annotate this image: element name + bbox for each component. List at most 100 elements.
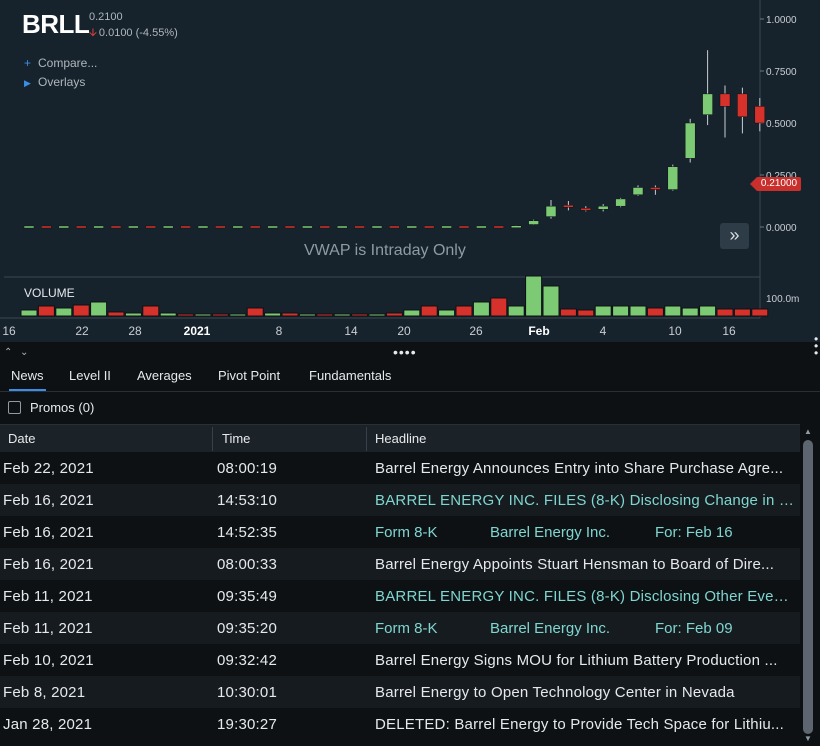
tab-news[interactable]: News bbox=[9, 368, 46, 391]
news-row[interactable]: Feb 22, 2021 08:00:19 Barrel Energy Anno… bbox=[0, 452, 800, 484]
volume-bar bbox=[55, 307, 73, 317]
chevron-up-icon[interactable]: ⌃ bbox=[4, 347, 13, 358]
candle-body bbox=[684, 122, 696, 159]
scroll-to-latest-button[interactable]: » bbox=[720, 223, 749, 249]
news-headline[interactable]: Barrel Energy to Open Technology Center … bbox=[375, 684, 735, 701]
vertical-dots-icon[interactable]: • • • bbox=[814, 332, 819, 360]
date-tick-label: 26 bbox=[469, 324, 483, 338]
volume-bar bbox=[542, 285, 560, 317]
down-arrow-icon: 🡫 bbox=[89, 27, 97, 39]
volume-bar bbox=[385, 312, 403, 317]
price-chart[interactable]: 1.0000 0.7500 0.5000 0.2500 0.0000 100.0m 16 22… bbox=[0, 0, 820, 342]
news-date: Jan 28, 2021 bbox=[3, 716, 93, 733]
scroll-down-arrow-icon[interactable]: ▼ bbox=[804, 734, 812, 743]
news-row[interactable]: Feb 11, 2021 09:35:20 Form 8-K Barrel En… bbox=[0, 612, 800, 644]
filing-date-link[interactable]: For: Feb 09 bbox=[655, 620, 733, 637]
filing-date-link[interactable]: For: Feb 16 bbox=[655, 524, 733, 541]
news-row[interactable]: Feb 16, 2021 14:53:10 BARREL ENERGY INC.… bbox=[0, 484, 800, 516]
volume-bar bbox=[281, 312, 299, 317]
candle-body bbox=[389, 225, 400, 229]
volume-bar bbox=[420, 305, 438, 317]
candle-body bbox=[597, 205, 609, 210]
scroll-up-arrow-icon[interactable]: ▲ bbox=[804, 427, 812, 436]
column-divider[interactable] bbox=[366, 427, 367, 451]
last-price: 0.2100 bbox=[89, 11, 123, 23]
news-row[interactable]: Jan 28, 2021 19:30:27 DELETED: Barrel En… bbox=[0, 708, 800, 740]
news-row[interactable]: Feb 16, 2021 08:00:33 Barrel Energy Appo… bbox=[0, 548, 800, 580]
news-date: Feb 22, 2021 bbox=[3, 460, 94, 477]
promos-checkbox[interactable] bbox=[8, 401, 21, 414]
candle-body bbox=[667, 166, 679, 190]
tab-averages[interactable]: Averages bbox=[137, 368, 192, 383]
tab-fundamentals[interactable]: Fundamentals bbox=[309, 368, 392, 383]
candle-body bbox=[319, 225, 331, 229]
resize-grip-icon[interactable]: •••• bbox=[393, 344, 417, 360]
chevron-down-icon[interactable]: ⌄ bbox=[20, 347, 29, 358]
volume-bar bbox=[37, 305, 55, 317]
date-tick-label: 8 bbox=[276, 324, 283, 338]
scrollbar-thumb[interactable] bbox=[803, 440, 813, 734]
news-headline[interactable]: Barrel Energy Announces Entry into Share… bbox=[375, 460, 784, 477]
volume-bar bbox=[699, 305, 717, 317]
news-row[interactable]: Feb 8, 2021 10:30:01 Barrel Energy to Op… bbox=[0, 676, 800, 708]
candle-body bbox=[406, 225, 418, 229]
column-header-headline[interactable]: Headline bbox=[375, 431, 427, 446]
candle-body bbox=[215, 225, 226, 229]
candle-body bbox=[180, 225, 191, 229]
volume-bar bbox=[316, 313, 334, 317]
news-row[interactable]: Feb 10, 2021 09:32:42 Barrel Energy Sign… bbox=[0, 644, 800, 676]
filing-company-link[interactable]: Barrel Energy Inc. bbox=[490, 524, 611, 541]
date-tick-label: 20 bbox=[397, 324, 411, 338]
news-headline-link[interactable]: BARREL ENERGY INC. FILES (8-K) Disclosin… bbox=[375, 588, 795, 605]
chart-panel[interactable]: 1.0000 0.7500 0.5000 0.2500 0.0000 100.0m 16 22… bbox=[0, 0, 820, 342]
news-date: Feb 16, 2021 bbox=[3, 492, 94, 509]
news-date: Feb 10, 2021 bbox=[3, 652, 94, 669]
filing-company-link[interactable]: Barrel Energy Inc. bbox=[490, 620, 611, 637]
column-header-time[interactable]: Time bbox=[222, 431, 251, 446]
date-tick-label: 22 bbox=[75, 324, 89, 338]
filing-form-link[interactable]: Form 8-K bbox=[375, 524, 438, 541]
filing-form-link[interactable]: Form 8-K bbox=[375, 620, 438, 637]
news-date: Feb 16, 2021 bbox=[3, 556, 94, 573]
tab-pivot-point[interactable]: Pivot Point bbox=[218, 368, 281, 383]
news-headline[interactable]: Barrel Energy Signs MOU for Lithium Batt… bbox=[375, 652, 778, 669]
candle-body bbox=[249, 225, 261, 229]
panel-splitter[interactable] bbox=[0, 342, 820, 364]
column-header-date[interactable]: Date bbox=[8, 431, 36, 446]
volume-bar bbox=[577, 309, 595, 317]
candle-body bbox=[284, 225, 296, 229]
price-tick-label: 1.0000 bbox=[766, 15, 797, 26]
volume-bar bbox=[629, 305, 647, 317]
candle-body bbox=[615, 198, 626, 207]
candle-body bbox=[754, 106, 766, 124]
compare-button[interactable]: + Compare... bbox=[24, 56, 97, 70]
current-price-flag: 0.21000 bbox=[750, 177, 801, 191]
panel-tabs: News Level II Averages Pivot Point Funda… bbox=[0, 364, 820, 392]
candle-body bbox=[197, 225, 209, 229]
volume-bar bbox=[490, 297, 508, 317]
column-divider[interactable] bbox=[212, 427, 213, 451]
overlays-button[interactable]: ▶ Overlays bbox=[24, 75, 85, 89]
vwap-note: VWAP is Intraday Only bbox=[304, 242, 466, 259]
volume-bar bbox=[194, 313, 212, 317]
overlays-label: Overlays bbox=[38, 75, 86, 89]
volume-bar bbox=[559, 308, 577, 317]
double-chevron-right-icon: » bbox=[729, 225, 740, 245]
news-time: 10:30:01 bbox=[217, 684, 277, 701]
news-date: Feb 8, 2021 bbox=[3, 684, 86, 701]
date-tick-label: Feb bbox=[528, 324, 549, 338]
news-row[interactable]: Feb 11, 2021 09:35:49 BARREL ENERGY INC.… bbox=[0, 580, 800, 612]
news-scrollbar[interactable]: ▲ ▼ bbox=[800, 424, 820, 746]
candle-body bbox=[580, 208, 592, 211]
news-headline[interactable]: Barrel Energy Appoints Stuart Hensman to… bbox=[375, 556, 775, 573]
news-headline[interactable]: DELETED: Barrel Energy to Provide Tech S… bbox=[375, 716, 785, 733]
price-change: 🡫 0.0100 (-4.55%) bbox=[89, 24, 178, 43]
volume-bar bbox=[20, 309, 38, 317]
candle-body bbox=[41, 225, 52, 229]
candle-body bbox=[23, 225, 35, 229]
candle-body bbox=[302, 225, 313, 229]
news-row[interactable]: Feb 16, 2021 14:52:35 Form 8-K Barrel En… bbox=[0, 516, 800, 548]
news-headline-link[interactable]: BARREL ENERGY INC. FILES (8-K) Disclosin… bbox=[375, 492, 795, 509]
tab-level-ii[interactable]: Level II bbox=[69, 368, 111, 383]
candle-body bbox=[267, 225, 278, 229]
